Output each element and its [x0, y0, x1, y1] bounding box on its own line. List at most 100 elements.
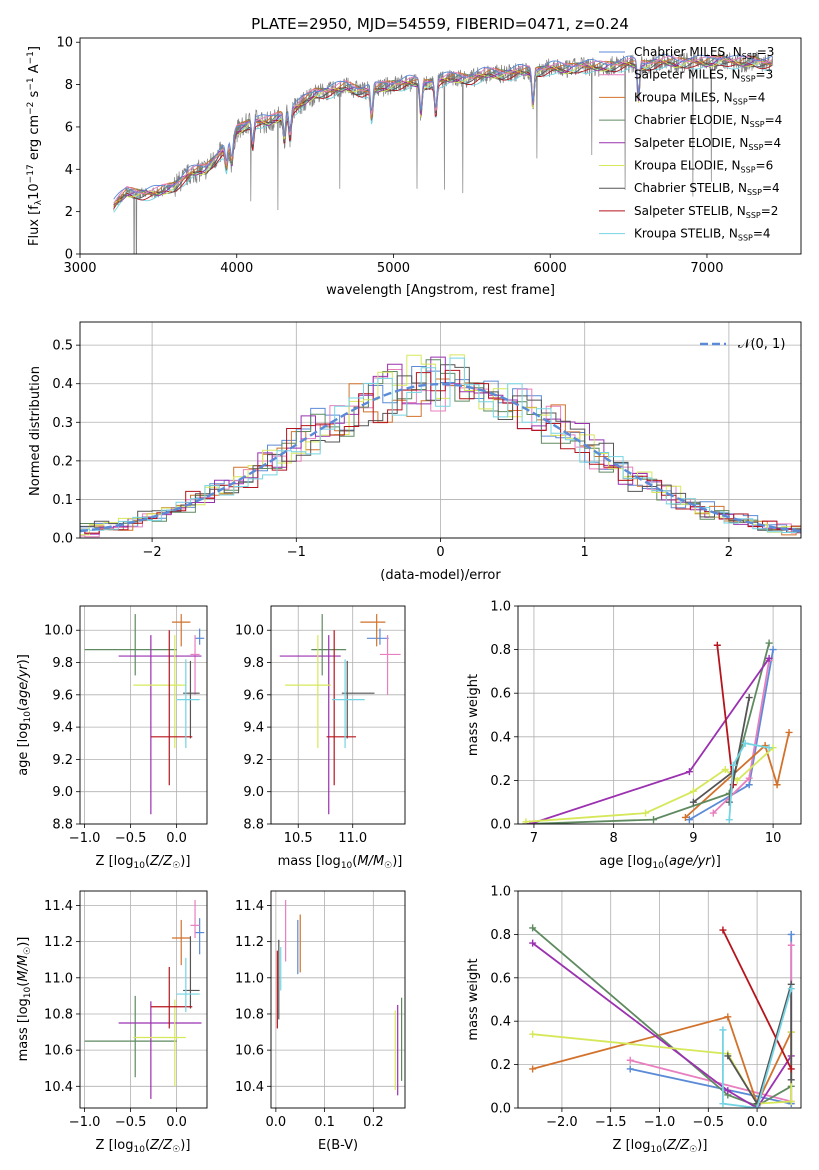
y-tick-label: 10.0: [235, 624, 264, 639]
weight-marker: [745, 781, 753, 789]
legend-label-sub: SSP: [741, 75, 756, 84]
y-tick-label: 11.2: [235, 935, 264, 950]
y-tick-label: 11.4: [44, 899, 73, 914]
y-tick-label: 0.5: [52, 339, 73, 354]
axes-frame: [270, 890, 406, 1109]
y-tick-label: 10.6: [235, 1044, 264, 1059]
figure-title: PLATE=2950, MJD=54559, FIBERID=0471, z=0…: [251, 15, 629, 33]
label-part: 10: [341, 861, 353, 871]
y-tick-label: 11.4: [235, 899, 264, 914]
label-part: age [log: [599, 854, 652, 869]
model-spectrum-kroupa-stelib: [113, 62, 773, 213]
weight-marker: [787, 941, 795, 949]
y-tick-label: 1.0: [490, 600, 511, 615]
weight-line-kroupa-miles: [532, 1015, 793, 1107]
legend-label-tail: =6: [756, 159, 774, 173]
weight-marker: [713, 641, 721, 649]
weight-line-salpeter-stelib: [722, 929, 793, 1070]
label-part: ]: [27, 46, 42, 51]
label-part: Z/Z: [149, 854, 173, 869]
weight-marker: [787, 930, 795, 938]
y-tick-label: 10.4: [44, 1080, 73, 1095]
x-tick-label: 8: [610, 831, 618, 846]
y-tick-label: 4: [65, 163, 73, 178]
y-tick-label: 0.2: [52, 454, 73, 469]
y-tick-label: 0.2: [490, 1058, 511, 1073]
label-part: 10: [133, 1145, 145, 1155]
y-tick-label: 0.8: [490, 928, 511, 943]
legend-label-tail: =4: [762, 181, 780, 195]
label-part: )]: [16, 654, 31, 664]
legend-label-tail: =3: [757, 45, 775, 59]
x-tick-label: 0.0: [166, 831, 187, 846]
legend-label: Chabrier MILES, NSSP=3: [634, 45, 774, 61]
weight-marker: [765, 654, 773, 662]
x-tick-label: 0: [436, 545, 444, 560]
x-axis-label: mass [log10(M/M☉)]: [278, 854, 403, 871]
plot-area: [113, 50, 774, 254]
axes-frame: [517, 890, 802, 1109]
weight-marker: [724, 1052, 732, 1060]
legend-label-sub: SSP: [741, 166, 756, 175]
x-tick-label: 9: [689, 831, 697, 846]
mass-vs-Z-panel: −1.0 −0.5 0.0 10.4 10.6 10.8 11.0 11.2 11.4 Z [lo…: [16, 890, 208, 1155]
weight-marker: [529, 924, 537, 932]
legend-label-sub: SSP: [747, 188, 762, 197]
legend-label: Chabrier ELODIE, NSSP=4: [634, 113, 782, 129]
legend-label-tail: =4: [765, 113, 783, 127]
legend-label-sub: SSP: [748, 143, 763, 152]
weight-marker: [773, 781, 781, 789]
label-part: ☉: [23, 947, 33, 955]
y-tick-label: 8: [65, 78, 73, 93]
legend-label-sub: SSP: [738, 234, 753, 243]
label-part: (: [16, 706, 31, 711]
y-tick-label: 0.0: [490, 1102, 511, 1117]
histogram-salpeter-stelib: [80, 369, 801, 534]
x-tick-label: −1.0: [69, 831, 101, 846]
y-axis-label: Normed distribution: [28, 366, 43, 496]
label-part: −17: [26, 164, 36, 183]
y-tick-label: 11.2: [44, 935, 73, 950]
weight-marker: [725, 798, 733, 806]
label-part: ☉: [689, 1145, 697, 1155]
normal-curve: [80, 382, 801, 533]
legend-label-main: Salpeter STELIB, N: [634, 204, 746, 218]
weight-line-chabrier-stelib: [727, 984, 793, 1106]
y-tick-label: 0.0: [490, 818, 511, 833]
y-tick-label: 0.6: [490, 971, 511, 986]
legend-label-tail: =3: [756, 68, 774, 82]
weight-marker: [745, 694, 753, 702]
y-axis-label: mass weight: [466, 958, 481, 1040]
weight-marker: [753, 1104, 761, 1108]
weight-vs-Z-panel: −2.0 −1.5 −1.0 −0.5 0.0 0.0 0.2 0.4 0.6 0.8 1.0 mas…: [466, 885, 802, 1155]
legend-label-tail: =4: [753, 227, 771, 241]
legend-label-tail: =2: [761, 204, 779, 218]
label-part: 10: [650, 1145, 662, 1155]
weight-marker: [769, 646, 777, 654]
y-tick-label: 9.2: [52, 753, 73, 768]
y-tick-label: 0.4: [490, 730, 511, 745]
y-tick-label: 11.0: [235, 971, 264, 986]
y-tick-label: 9.0: [243, 785, 264, 800]
label-part: Flux [f: [27, 205, 42, 246]
label-part: (: [145, 1138, 150, 1153]
label-part: ☉: [172, 1145, 180, 1155]
legend-label-sub: SSP: [742, 52, 757, 61]
y-tick-label: 2: [65, 205, 73, 220]
x-tick-label: −1.0: [69, 1115, 101, 1130]
weight-marker: [626, 1065, 634, 1073]
model-spectrum-salpeter-stelib: [113, 62, 773, 209]
x-axis-label: Z [log10(Z/Z☉)]: [96, 854, 191, 871]
x-tick-label: 7: [530, 831, 538, 846]
y-axis-label: Flux [fλ10−17 erg cm−2 s−1 A−1]: [26, 46, 44, 246]
y-tick-label: 0.4: [490, 1015, 511, 1030]
label-part: (: [352, 854, 357, 869]
weight-marker: [709, 809, 717, 817]
label-part: age/yr: [669, 854, 712, 869]
weight-line-kroupa-miles: [684, 732, 790, 819]
x-tick-label: 0.0: [166, 1115, 187, 1130]
weight-marker: [719, 1100, 727, 1108]
legend-label-main: Kroupa MILES, N: [634, 90, 733, 104]
label-part: (: [16, 982, 31, 987]
